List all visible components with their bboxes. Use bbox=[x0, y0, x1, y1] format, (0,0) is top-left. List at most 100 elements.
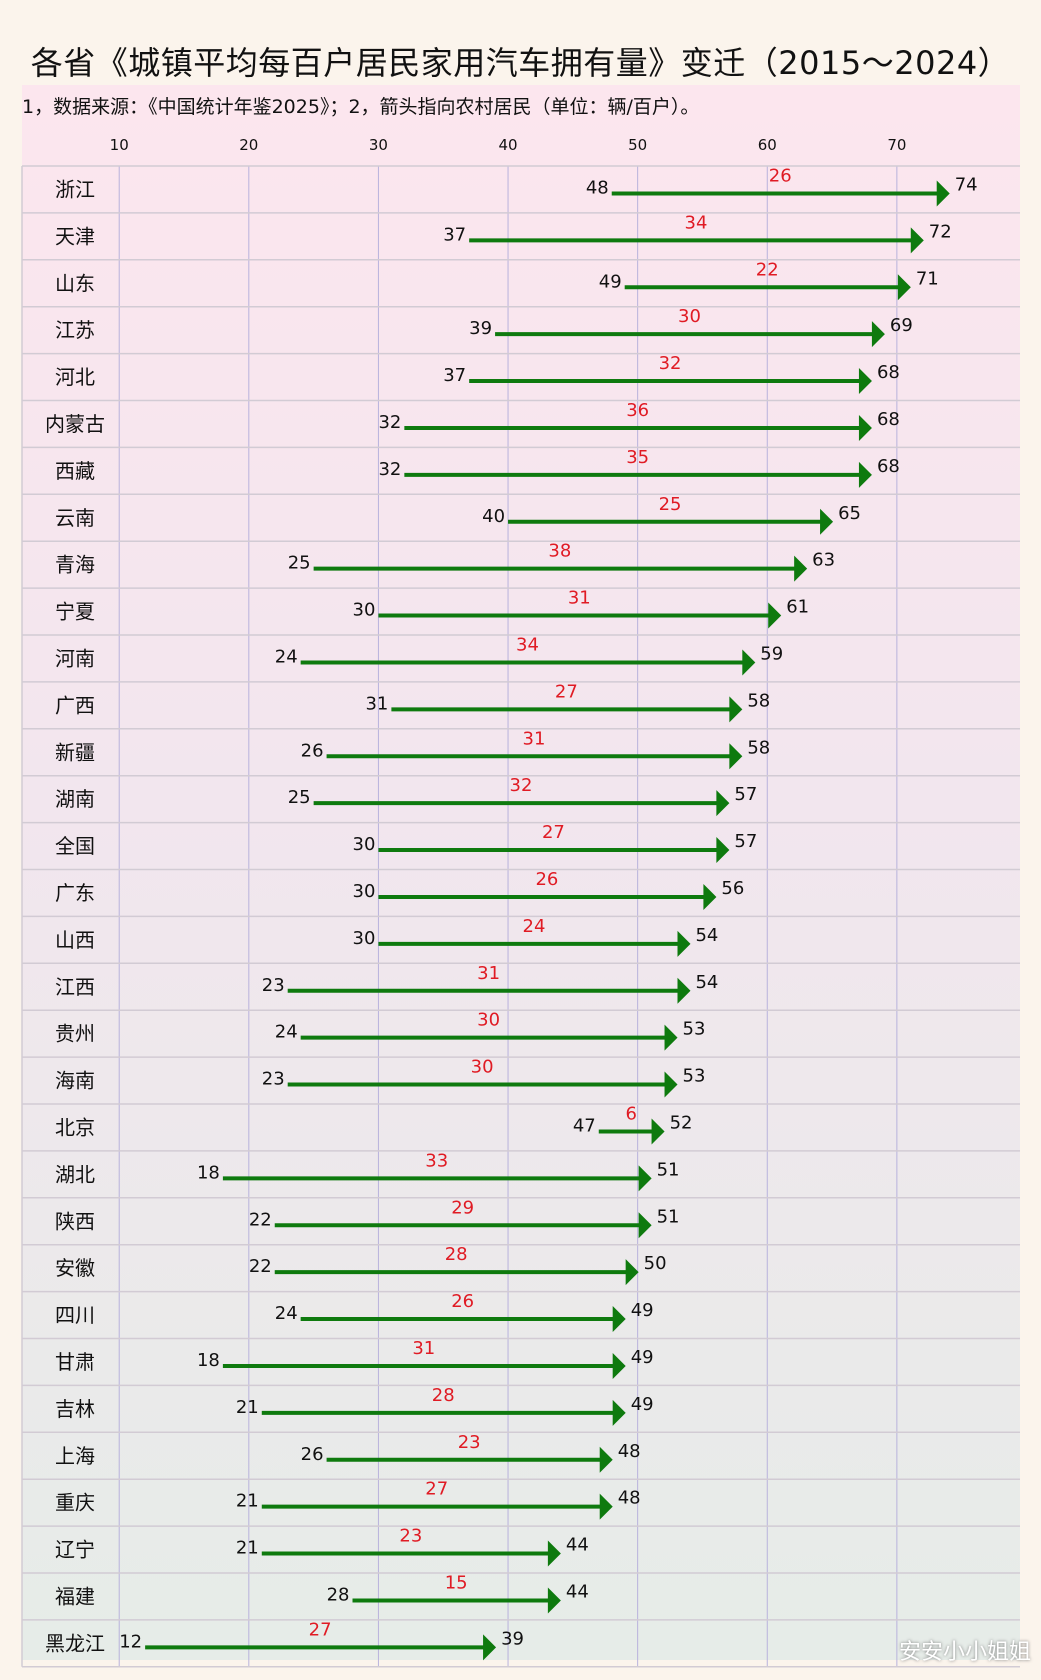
start-value-label: 37 bbox=[443, 224, 466, 245]
arrow-head bbox=[729, 743, 743, 770]
start-value-label: 12 bbox=[119, 1631, 142, 1652]
start-value-label: 37 bbox=[443, 365, 466, 386]
end-value-label: 39 bbox=[501, 1628, 524, 1649]
arrow-head bbox=[664, 1024, 678, 1051]
increase-label: 31 bbox=[477, 963, 500, 984]
arrow-head bbox=[703, 883, 717, 910]
x-tick-label: 50 bbox=[628, 136, 647, 154]
end-value-label: 68 bbox=[877, 456, 900, 477]
row-label: 甘肃 bbox=[55, 1350, 95, 1374]
end-value-label: 51 bbox=[657, 1206, 680, 1227]
row-label: 宁夏 bbox=[55, 600, 95, 624]
start-value-label: 25 bbox=[288, 787, 311, 808]
end-value-label: 68 bbox=[877, 409, 900, 430]
row-label: 江苏 bbox=[55, 318, 95, 342]
start-value-label: 30 bbox=[353, 600, 376, 621]
start-value-label: 21 bbox=[236, 1538, 259, 1559]
end-value-label: 72 bbox=[929, 221, 952, 242]
row-label: 湖南 bbox=[55, 787, 95, 811]
increase-label: 35 bbox=[626, 447, 649, 468]
row-label: 陕西 bbox=[55, 1209, 95, 1233]
row-label: 福建 bbox=[55, 1584, 95, 1608]
row-label: 湖北 bbox=[55, 1162, 95, 1186]
arrow-head bbox=[651, 1118, 665, 1145]
row-label: 西藏 bbox=[55, 459, 95, 483]
row-label: 黑龙江 bbox=[45, 1631, 105, 1655]
arrow-head bbox=[612, 1399, 626, 1426]
row-label: 河北 bbox=[55, 365, 95, 389]
start-value-label: 31 bbox=[365, 693, 388, 714]
increase-label: 22 bbox=[756, 259, 779, 280]
row-label: 内蒙古 bbox=[45, 412, 105, 436]
end-value-label: 54 bbox=[695, 972, 718, 993]
end-value-label: 57 bbox=[734, 784, 757, 805]
arrow-head bbox=[858, 461, 872, 488]
start-value-label: 23 bbox=[262, 975, 285, 996]
end-value-label: 49 bbox=[631, 1300, 654, 1321]
arrow-head bbox=[483, 1634, 497, 1661]
arrow-head bbox=[599, 1493, 613, 1520]
increase-label: 31 bbox=[523, 728, 546, 749]
arrow-head bbox=[742, 649, 756, 676]
start-value-label: 30 bbox=[353, 881, 376, 902]
x-tick-label: 40 bbox=[498, 136, 517, 154]
row-label: 重庆 bbox=[55, 1491, 95, 1515]
increase-label: 26 bbox=[535, 869, 558, 890]
start-value-label: 25 bbox=[288, 553, 311, 574]
chart-title: 各省《城镇平均每百户居民家用汽车拥有量》变迁（2015～2024） bbox=[30, 44, 1011, 82]
end-value-label: 48 bbox=[618, 1488, 641, 1509]
plot-background bbox=[22, 85, 1020, 1660]
start-value-label: 26 bbox=[301, 1444, 324, 1465]
row-label: 广东 bbox=[55, 881, 95, 905]
increase-label: 34 bbox=[685, 212, 708, 233]
increase-label: 15 bbox=[445, 1572, 468, 1593]
end-value-label: 49 bbox=[631, 1394, 654, 1415]
row-label: 安徽 bbox=[55, 1256, 95, 1280]
arrow-head bbox=[820, 508, 834, 535]
row-label: 上海 bbox=[55, 1444, 95, 1468]
row-label: 浙江 bbox=[55, 177, 95, 201]
end-value-label: 57 bbox=[734, 831, 757, 852]
x-tick-label: 30 bbox=[369, 136, 388, 154]
end-value-label: 68 bbox=[877, 362, 900, 383]
increase-label: 24 bbox=[523, 916, 546, 937]
row-label: 辽宁 bbox=[55, 1538, 95, 1562]
end-value-label: 48 bbox=[618, 1441, 641, 1462]
arrow-head bbox=[768, 602, 782, 629]
row-label: 山东 bbox=[55, 271, 95, 295]
start-value-label: 32 bbox=[378, 412, 401, 433]
start-value-label: 28 bbox=[327, 1584, 350, 1605]
arrow-head bbox=[612, 1306, 626, 1333]
end-value-label: 51 bbox=[657, 1159, 680, 1180]
end-value-label: 53 bbox=[683, 1019, 706, 1040]
end-value-label: 52 bbox=[670, 1112, 693, 1133]
row-label: 广西 bbox=[55, 693, 95, 717]
start-value-label: 22 bbox=[249, 1256, 272, 1277]
end-value-label: 74 bbox=[955, 174, 978, 195]
increase-label: 32 bbox=[659, 353, 682, 374]
arrow-head bbox=[638, 1212, 652, 1239]
end-value-label: 44 bbox=[566, 1581, 589, 1602]
arrow-head bbox=[677, 930, 691, 957]
end-value-label: 59 bbox=[760, 643, 783, 664]
end-value-label: 65 bbox=[838, 503, 861, 524]
start-value-label: 21 bbox=[236, 1491, 259, 1512]
increase-label: 30 bbox=[477, 1010, 500, 1031]
row-label: 全国 bbox=[55, 834, 95, 858]
arrow-head bbox=[612, 1352, 626, 1379]
arrow-head bbox=[677, 977, 691, 1004]
end-value-label: 58 bbox=[747, 690, 770, 711]
start-value-label: 18 bbox=[197, 1162, 220, 1183]
row-label: 海南 bbox=[55, 1069, 95, 1093]
increase-label: 38 bbox=[548, 541, 571, 562]
row-label: 四川 bbox=[55, 1303, 95, 1327]
increase-label: 27 bbox=[425, 1479, 448, 1500]
end-value-label: 69 bbox=[890, 315, 913, 336]
increase-label: 32 bbox=[510, 775, 533, 796]
increase-label: 33 bbox=[425, 1150, 448, 1171]
increase-label: 27 bbox=[309, 1619, 332, 1640]
increase-label: 34 bbox=[516, 634, 539, 655]
arrow-head bbox=[638, 1165, 652, 1192]
end-value-label: 54 bbox=[695, 925, 718, 946]
arrow-head bbox=[858, 368, 872, 395]
